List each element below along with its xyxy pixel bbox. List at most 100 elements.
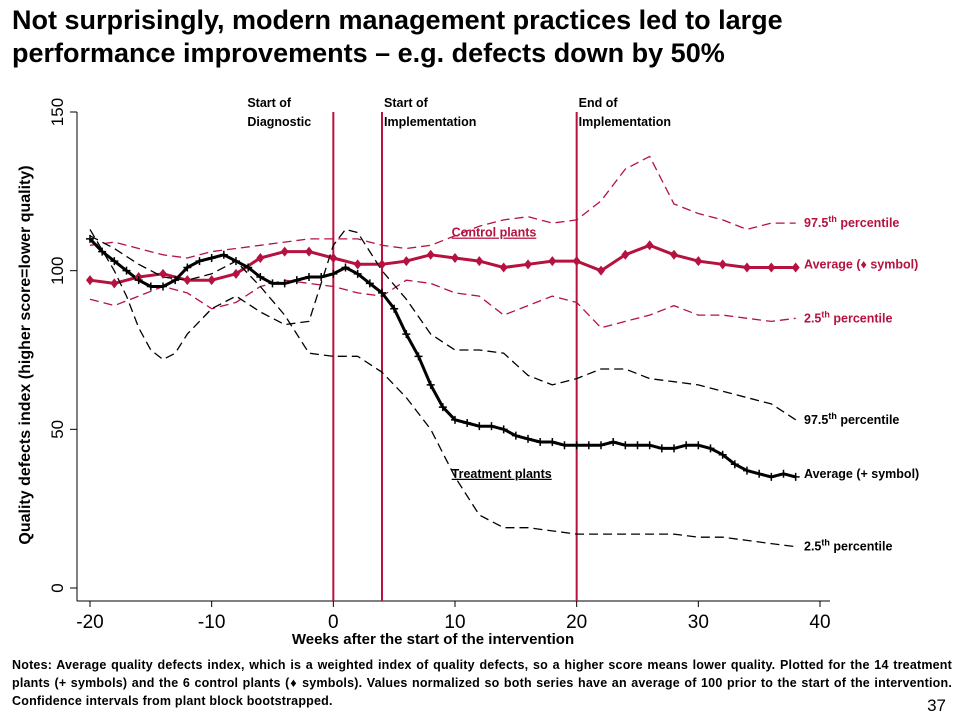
- control-mean-marker: [621, 249, 630, 260]
- treatment-mean-marker: [730, 460, 739, 469]
- control-mean-marker: [499, 262, 508, 273]
- treatment-mean-marker: [670, 444, 678, 453]
- control-mean-marker: [451, 252, 459, 263]
- treatment-mean-marker: [378, 288, 386, 297]
- treatment-mean-marker: [451, 415, 459, 424]
- control-mean-marker: [718, 259, 727, 270]
- plot-frame: [76, 112, 830, 602]
- treatment-mean-marker: [475, 422, 484, 431]
- control-mean-marker: [329, 252, 338, 263]
- treatment-mean-marker: [597, 441, 605, 450]
- x-tick-label: 20: [566, 612, 587, 633]
- event-label-line2: Implementation: [579, 115, 671, 129]
- treatment-mean-line: [88, 237, 797, 479]
- treatment-mean-marker: [609, 438, 618, 447]
- control-mean-marker: [475, 256, 484, 267]
- control-mean-marker: [743, 262, 751, 273]
- treatment-mean-marker: [98, 247, 107, 256]
- treatment-mean-marker: [110, 257, 119, 266]
- control-mean-marker: [256, 252, 265, 263]
- series-labels: 97.5th percentile Average (♦ symbol) 2.5th…: [452, 214, 920, 554]
- treatment-mean-marker: [195, 257, 204, 266]
- treatment-mean-marker: [134, 276, 143, 285]
- treatment-mean-marker: [791, 472, 800, 481]
- treatment-mean-marker: [414, 352, 423, 361]
- control-mean-marker: [597, 265, 605, 276]
- chart-notes: Notes: Average quality defects index, wh…: [12, 658, 952, 708]
- treatment-mean-marker: [633, 441, 642, 450]
- treatment-mean-marker: [694, 441, 703, 450]
- event-label-line2: Implementation: [384, 115, 476, 129]
- control-mean-marker: [305, 246, 313, 257]
- treatment-lower-line: [89, 235, 796, 548]
- control-mean-line: [89, 243, 796, 285]
- group-label: Control plants: [452, 226, 537, 240]
- control-mean-marker: [426, 249, 435, 260]
- x-tick-label: 30: [688, 612, 709, 633]
- treatment-mean-marker: [487, 422, 496, 431]
- control-mean-marker: [86, 275, 94, 286]
- treatment-mean-marker: [718, 450, 727, 459]
- quality-defects-chart: 0 50 100 150 -20 -10 0 10 20 30 40 Start of Diagno…: [17, 96, 920, 648]
- control-mean-marker: [548, 256, 557, 267]
- treatment-mean-marker: [463, 418, 472, 427]
- x-axis-label: Weeks after the start of the interventio…: [292, 631, 574, 648]
- control-mean-label: Average (♦ symbol): [804, 257, 918, 271]
- treatment-mean-marker: [244, 263, 253, 272]
- y-tick-label: 150: [48, 98, 67, 126]
- control-mean-marker: [378, 259, 386, 270]
- treatment-upper-label: 97.5th percentile: [804, 411, 899, 427]
- treatment-mean-marker: [524, 434, 532, 443]
- treatment-mean-marker: [572, 441, 581, 450]
- series-layer: [88, 155, 797, 548]
- treatment-mean-marker: [426, 380, 435, 389]
- control-mean-marker: [232, 268, 240, 279]
- treatment-mean-marker: [499, 425, 508, 434]
- event-lines: Start of Diagnostic Start of Implementation…: [247, 96, 671, 601]
- x-tick-label: -20: [76, 612, 103, 633]
- treatment-upper-line: [89, 228, 797, 421]
- x-tick-label: 0: [328, 612, 339, 633]
- x-tick-label: 40: [809, 612, 830, 633]
- control-mean-marker: [280, 246, 289, 257]
- y-axis-ticks: 0 50 100 150: [48, 98, 77, 593]
- treatment-mean-marker: [438, 403, 447, 412]
- treatment-mean-marker: [706, 444, 715, 453]
- control-mean-marker: [694, 256, 703, 267]
- treatment-mean-label: Average (+ symbol): [804, 467, 919, 481]
- treatment-lower-label: 2.5th percentile: [804, 538, 892, 554]
- y-tick-label: 50: [48, 420, 67, 439]
- event-label-line2: Diagnostic: [247, 115, 311, 129]
- treatment-mean-marker: [621, 441, 630, 450]
- treatment-mean-marker: [305, 273, 313, 282]
- event-label-line1: Start of: [384, 96, 429, 110]
- treatment-mean-marker: [645, 441, 654, 450]
- treatment-mean-marker: [390, 304, 399, 313]
- control-mean-marker: [524, 259, 532, 270]
- control-mean-marker: [207, 275, 216, 286]
- control-lower-line: [89, 279, 796, 329]
- markers-layer: [86, 234, 800, 481]
- treatment-mean-marker: [232, 257, 240, 266]
- x-tick-label: -10: [198, 612, 225, 633]
- treatment-mean-marker: [402, 330, 411, 339]
- control-mean-marker: [110, 278, 119, 289]
- control-upper-line: [89, 155, 796, 259]
- treatment-mean-marker: [353, 269, 362, 278]
- treatment-mean-marker: [256, 273, 265, 282]
- treatment-mean-marker: [329, 269, 338, 278]
- control-mean-marker: [159, 268, 167, 279]
- treatment-mean-marker: [268, 279, 277, 288]
- treatment-mean-marker: [657, 444, 666, 453]
- treatment-mean-marker: [280, 279, 289, 288]
- treatment-mean-marker: [584, 441, 593, 450]
- treatment-mean-marker: [511, 431, 520, 440]
- event-label-line1: End of: [579, 96, 619, 110]
- control-upper-label: 97.5th percentile: [804, 214, 899, 230]
- group-label: Treatment plants: [452, 467, 552, 481]
- treatment-mean-marker: [183, 263, 192, 272]
- treatment-mean-marker: [171, 276, 180, 285]
- control-mean-marker: [645, 240, 654, 251]
- x-tick-label: 10: [444, 612, 465, 633]
- control-mean-marker: [670, 249, 678, 260]
